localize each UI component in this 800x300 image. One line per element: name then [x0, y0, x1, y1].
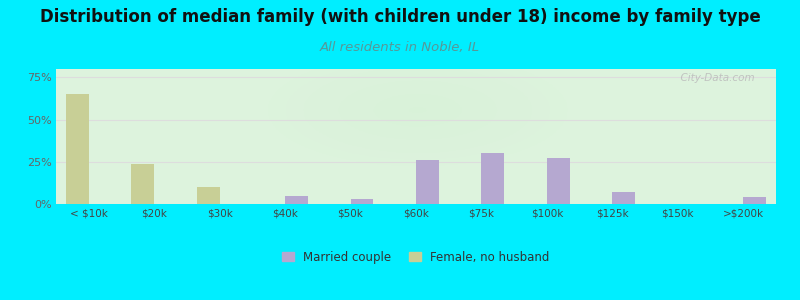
Bar	[131, 164, 154, 204]
Bar	[350, 199, 374, 204]
Legend: Married couple, Female, no husband: Married couple, Female, no husband	[278, 246, 554, 268]
Bar	[743, 197, 766, 204]
Bar	[416, 160, 439, 204]
Bar	[482, 153, 504, 204]
Text: All residents in Noble, IL: All residents in Noble, IL	[320, 40, 480, 53]
Bar	[547, 158, 570, 204]
Bar	[197, 187, 220, 204]
Bar	[612, 192, 635, 204]
Bar	[285, 196, 308, 204]
Text: Distribution of median family (with children under 18) income by family type: Distribution of median family (with chil…	[40, 8, 760, 26]
Bar	[66, 94, 89, 204]
Text: City-Data.com: City-Data.com	[674, 73, 754, 83]
